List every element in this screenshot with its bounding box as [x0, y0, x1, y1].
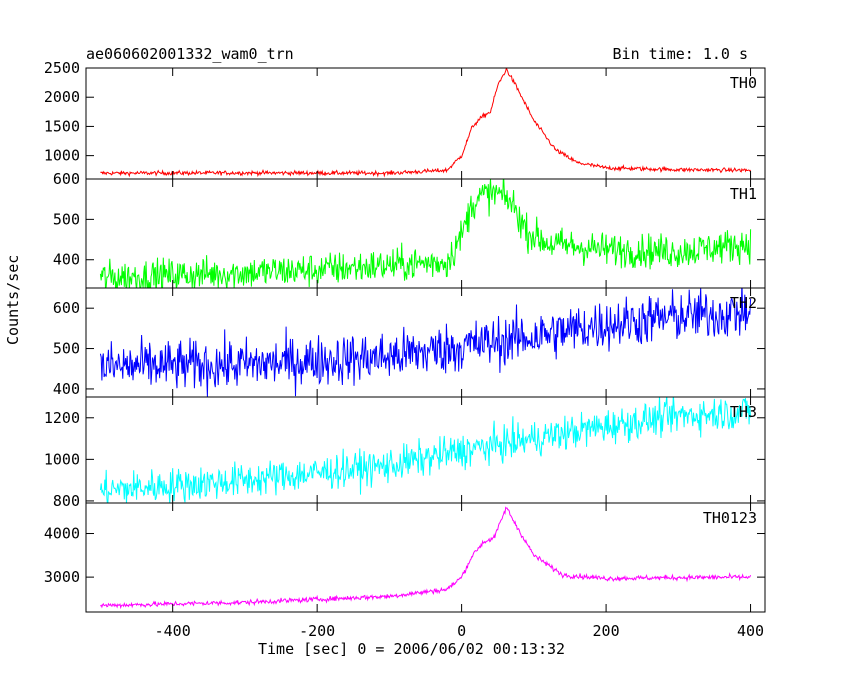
y-tick-label: 500	[53, 210, 80, 228]
panel-frame	[85, 396, 766, 504]
series-name-label: TH0	[730, 74, 757, 92]
panel-th0: 1000 1500 2000 2500 TH0	[44, 59, 766, 180]
series-th2	[99, 288, 752, 397]
panel-frame	[85, 502, 766, 613]
y-tick-label: 2500	[44, 59, 80, 77]
y-tick-label: 600	[53, 170, 80, 188]
panel-th2: 400 500 600 TH2	[53, 287, 766, 398]
y-tick-label: 4000	[44, 525, 80, 543]
y-tick-label: 500	[53, 340, 80, 358]
y-axis-label: Counts/sec	[4, 254, 22, 345]
y-tick-label: 1500	[44, 117, 80, 135]
y-tick-label: 400	[53, 251, 80, 269]
y-tick-label: 400	[53, 380, 80, 398]
x-tick-label: 400	[737, 622, 764, 640]
series-name-label: TH2	[730, 294, 757, 312]
y-tick-label: 1200	[44, 409, 80, 427]
series-name-label: TH1	[730, 185, 757, 203]
panel-frame	[85, 287, 766, 398]
x-tick-label: 200	[593, 622, 620, 640]
series-th3	[99, 397, 752, 503]
x-tick-label: -400	[155, 622, 191, 640]
panel-th1: 400 500 600 TH1	[53, 170, 766, 289]
series-th0123	[100, 506, 752, 610]
panel-frame	[85, 67, 766, 180]
bin-time-label: Bin time: 1.0 s	[612, 45, 748, 63]
y-tick-label: 2000	[44, 88, 80, 106]
y-tick-label: 1000	[44, 450, 80, 468]
series-th1	[99, 179, 752, 288]
series-th0	[100, 68, 751, 178]
y-tick-label: 600	[53, 299, 80, 317]
x-tick-label: -200	[299, 622, 335, 640]
y-tick-label: 800	[53, 492, 80, 510]
y-tick-label: 3000	[44, 568, 80, 586]
series-name-label: TH0123	[703, 509, 757, 527]
panel-frame	[85, 178, 766, 289]
series-name-label: TH3	[730, 403, 757, 421]
x-axis-label: Time [sec] 0 = 2006/06/02 00:13:32	[258, 640, 566, 658]
x-tick-label: 0	[457, 622, 466, 640]
panel-th3: 800 1000 1200 TH3	[44, 396, 766, 510]
y-tick-label: 1000	[44, 147, 80, 165]
chart-title: ae060602001332_wam0_trn	[86, 45, 294, 63]
panel-th0123: 3000 4000 TH0123	[44, 502, 766, 613]
